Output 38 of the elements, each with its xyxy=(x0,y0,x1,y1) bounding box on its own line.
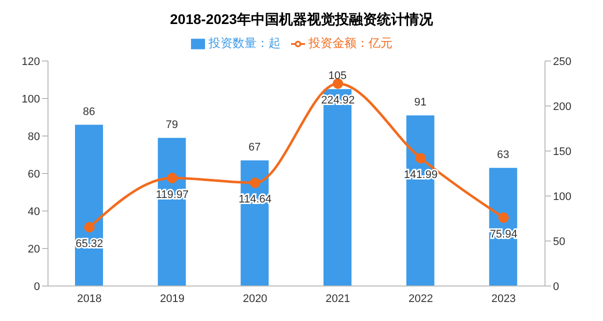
x-tick-label: 2018 xyxy=(77,292,102,305)
bar xyxy=(75,124,103,286)
y2-tick-label: 200 xyxy=(553,100,572,113)
legend-label: 投资数量：起 xyxy=(208,36,280,50)
x-tick-label: 2019 xyxy=(160,292,184,305)
data-label: 79 xyxy=(166,118,178,131)
data-label: 91 xyxy=(414,96,426,108)
y-tick-label: 60 xyxy=(28,168,40,180)
y-tick-label: 120 xyxy=(22,56,40,68)
y-tick-label: 40 xyxy=(28,206,40,218)
point xyxy=(416,152,426,164)
y-tick-label: 100 xyxy=(22,93,40,106)
x-tick-label: 2021 xyxy=(326,292,350,305)
bar xyxy=(489,168,518,286)
y2-tick-label: 100 xyxy=(553,190,572,203)
legend-label: 投资金额：亿元 xyxy=(308,36,392,50)
bar xyxy=(158,138,186,286)
point xyxy=(498,212,509,223)
x-tick-label: 2022 xyxy=(408,292,433,305)
x-tick-label: 2023 xyxy=(491,292,516,305)
y2-tick-label: 0 xyxy=(553,280,560,293)
y2-tick-label: 50 xyxy=(553,236,566,248)
y-tick-label: 20 xyxy=(28,243,40,256)
data-label: 86 xyxy=(82,106,96,118)
point xyxy=(250,178,260,188)
data-label: 105 xyxy=(328,70,347,82)
y2-tick-label: 250 xyxy=(553,56,572,68)
y-tick-label: 0 xyxy=(34,280,40,293)
data-label: 65.32 xyxy=(76,238,104,250)
data-label: 67 xyxy=(248,141,261,154)
point xyxy=(167,172,178,184)
y2-tick-label: 150 xyxy=(553,146,572,158)
data-label: 75.94 xyxy=(490,228,518,240)
data-label: 63 xyxy=(497,148,510,161)
chart-title: 2018-2023年中国机器视觉投融资统计情况 xyxy=(169,10,434,29)
x-tick-label: 2020 xyxy=(242,292,268,305)
y-tick-label: 80 xyxy=(28,130,40,143)
point xyxy=(84,222,95,232)
